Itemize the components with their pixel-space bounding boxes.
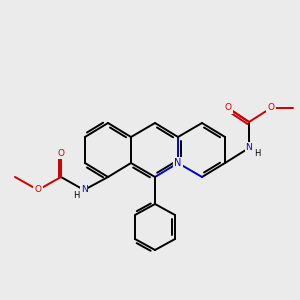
Text: N: N (246, 143, 252, 152)
Text: N: N (174, 158, 182, 168)
Text: O: O (34, 185, 41, 194)
Text: N: N (81, 185, 87, 194)
Text: O: O (268, 103, 274, 112)
Text: O: O (224, 103, 232, 112)
Text: H: H (254, 148, 260, 158)
Text: O: O (58, 148, 64, 158)
Text: H: H (73, 190, 79, 200)
